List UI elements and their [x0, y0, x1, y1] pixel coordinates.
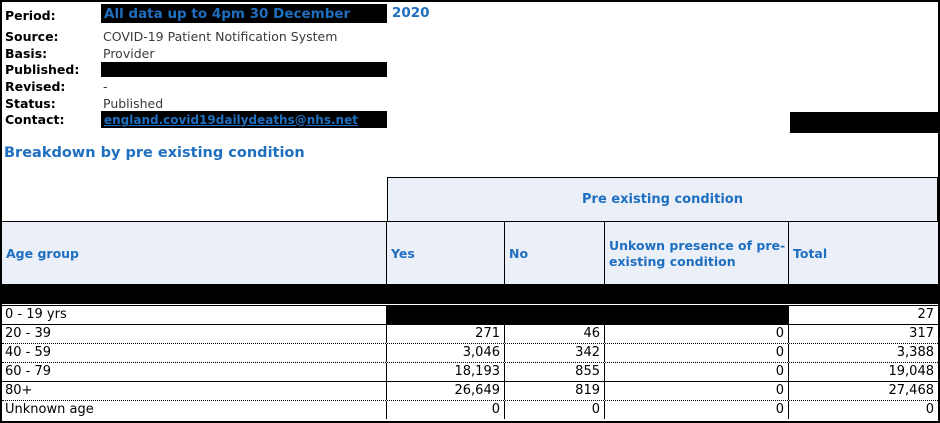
no-cell: 46 [505, 325, 605, 343]
contact-highlight-box: england.covid19dailydeaths@nhs.net [101, 111, 387, 128]
source-label: Source: [5, 29, 59, 44]
unknown-cell: 0 [605, 344, 789, 362]
section-title: Breakdown by pre existing condition [4, 145, 305, 161]
unknown-cell: 0 [605, 325, 789, 343]
column-header-total: Total [793, 245, 828, 261]
source-value: COVID-19 Patient Notification System [103, 29, 338, 44]
period-year: 2020 [392, 5, 430, 21]
yes-cell: 3,046 [387, 344, 505, 362]
unknown-cell: 0 [605, 382, 789, 400]
age-group-cell: 80+ [2, 382, 387, 400]
data-table: 0 - 19 yrs 27 20 - 39 271 46 0 317 40 - … [2, 305, 938, 419]
published-label: Published: [5, 62, 80, 77]
table-row: 20 - 39 271 46 0 317 [2, 325, 938, 344]
revised-value: - [103, 79, 108, 94]
total-cell: 3,388 [896, 345, 934, 360]
age-group-cell: 60 - 79 [2, 363, 387, 381]
no-cell: 855 [505, 363, 605, 381]
column-header-yes: Yes [387, 222, 505, 285]
table-row: Unknown age 0 0 0 0 [2, 401, 938, 419]
age-group-cell: Unknown age [2, 401, 387, 419]
period-highlight-box: All data up to 4pm 30 December [101, 4, 387, 23]
table-row: 60 - 79 18,193 855 0 19,048 [2, 363, 938, 382]
no-cell: 342 [505, 344, 605, 362]
yes-cell: 26,649 [387, 382, 505, 400]
unknown-cell: 0 [605, 363, 789, 381]
contact-email-link[interactable]: england.covid19dailydeaths@nhs.net [104, 112, 358, 127]
basis-value: Provider [103, 46, 155, 61]
table-row: 40 - 59 3,046 342 0 3,388 [2, 344, 938, 363]
column-header-unknown: Unkown presence of pre-existing conditio… [605, 222, 789, 285]
yes-cell: 18,193 [387, 363, 505, 381]
no-cell: 0 [505, 401, 605, 419]
contact-label: Contact: [5, 112, 65, 127]
unknown-cell: 0 [605, 401, 789, 419]
total-cell: 0 [925, 402, 934, 417]
total-cell: 19,048 [888, 364, 935, 379]
published-redaction-box [101, 62, 387, 77]
black-separator-band [2, 284, 938, 304]
no-cell: 819 [505, 382, 605, 400]
revised-label: Revised: [5, 79, 66, 94]
age-group-cell: 40 - 59 [2, 344, 387, 362]
basis-label: Basis: [5, 46, 48, 61]
period-label: Period: [5, 8, 56, 23]
table-row: 80+ 26,649 819 0 27,468 [2, 382, 938, 401]
yes-cell: 0 [387, 401, 505, 419]
table-row: 0 - 19 yrs 27 [2, 306, 938, 325]
period-value: All data up to 4pm 30 December [104, 5, 351, 22]
group-header-pre-existing-condition: Pre existing condition [387, 177, 938, 222]
total-cell: 27 [917, 307, 934, 322]
status-value: Published [103, 96, 164, 111]
age-group-cell: 20 - 39 [2, 325, 387, 343]
column-header-age-group: Age group [2, 222, 387, 285]
column-header-no: No [505, 222, 605, 285]
total-cell: 317 [909, 326, 934, 341]
total-cell: 27,468 [888, 383, 935, 398]
age-group-cell: 0 - 19 yrs [2, 306, 387, 324]
right-redaction-box [790, 112, 938, 133]
table-header-row: Age group Yes No Unkown presence of pre-… [2, 221, 938, 285]
row-redaction-box [386, 306, 790, 324]
yes-cell: 271 [387, 325, 505, 343]
status-label: Status: [5, 96, 56, 111]
